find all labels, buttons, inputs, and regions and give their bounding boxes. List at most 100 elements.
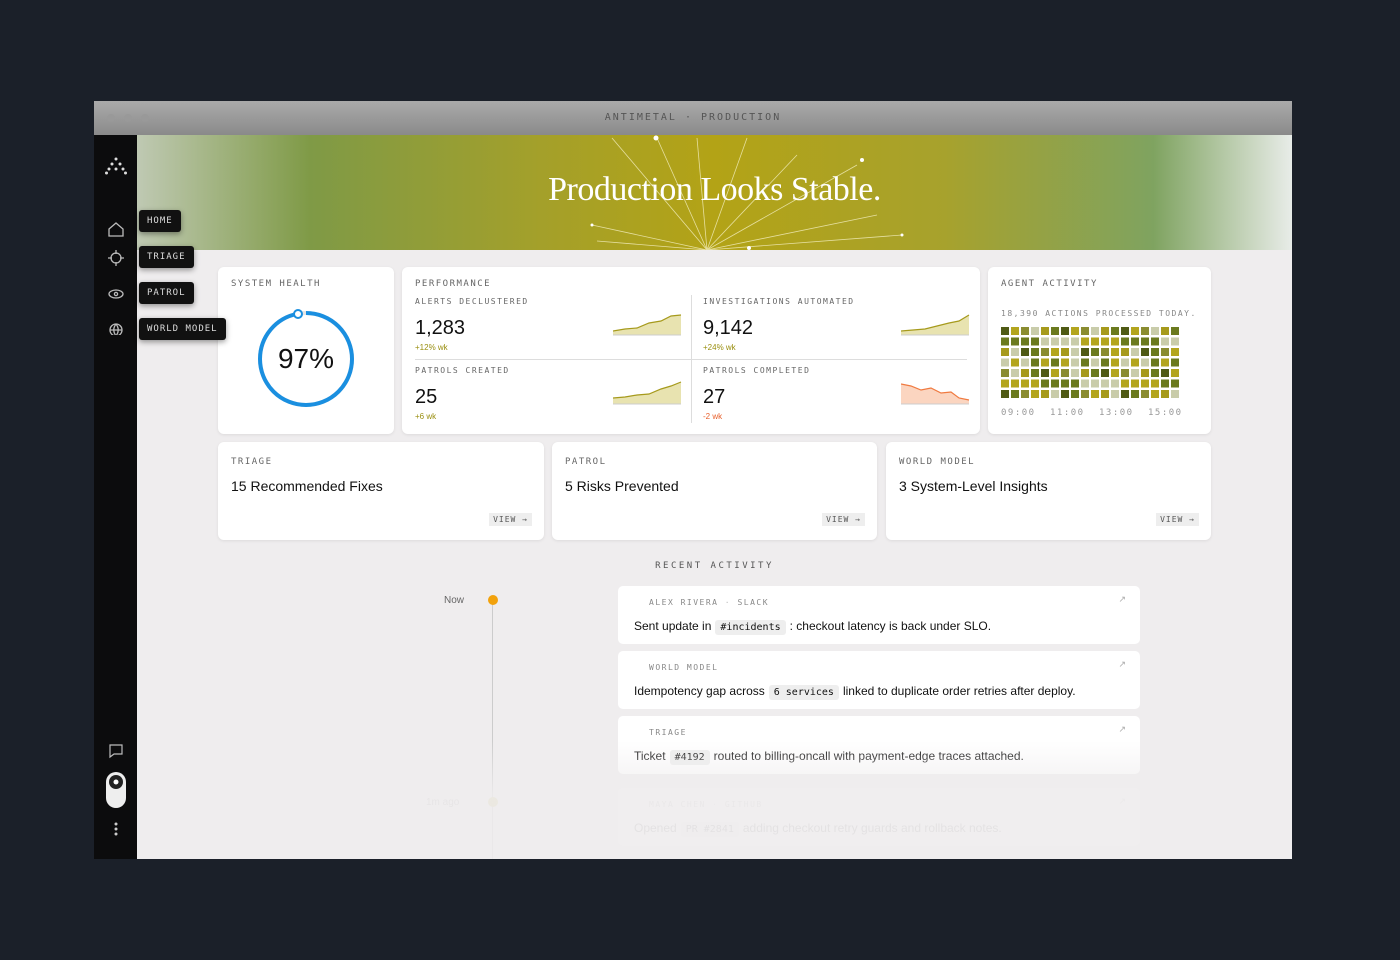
view-button[interactable]: VIEW → <box>489 513 532 526</box>
time-label: 13:00 <box>1099 408 1134 418</box>
heatmap-cell <box>1071 337 1079 346</box>
nav-tooltip[interactable]: TRIAGE <box>139 246 194 268</box>
heatmap-cell <box>1001 369 1009 377</box>
heatmap-cell <box>1131 390 1139 398</box>
heatmap-cell <box>1071 369 1079 377</box>
heatmap-cell <box>1161 358 1169 367</box>
metric-label: ALERTS DECLUSTERED <box>415 297 529 306</box>
heatmap-cell <box>1011 369 1019 377</box>
open-icon: ↗ <box>1118 724 1126 734</box>
timeline-line <box>492 600 493 859</box>
heatmap-cell <box>1091 337 1099 346</box>
heatmap-cell <box>1021 369 1029 377</box>
heatmap-cell <box>1151 337 1159 346</box>
view-button[interactable]: VIEW → <box>822 513 865 526</box>
heatmap-cell <box>1131 358 1139 367</box>
agent-activity-card: AGENT ACTIVITY 18,390 ACTIONS PROCESSED … <box>988 267 1211 434</box>
view-button[interactable]: VIEW → <box>1156 513 1199 526</box>
time-label: 09:00 <box>1001 408 1036 418</box>
summary-card: TRIAGE 15 Recommended Fixes VIEW → <box>218 442 544 540</box>
heatmap-cell <box>1051 390 1059 398</box>
heatmap-cell <box>1031 369 1039 377</box>
heatmap-cell <box>1011 358 1019 367</box>
code-chip: 6 services <box>768 685 839 700</box>
heatmap-cell <box>1101 358 1109 367</box>
heatmap-cell <box>1171 390 1179 398</box>
hero-title: Production Looks Stable. <box>548 171 881 208</box>
section-title: RECENT ACTIVITY <box>655 561 774 571</box>
hero-rays <box>590 135 904 250</box>
heatmap-cell <box>1071 390 1079 398</box>
heatmap-cell <box>1081 358 1089 367</box>
heatmap-cell <box>1111 337 1119 346</box>
heatmap-cell <box>1111 327 1119 335</box>
nav-tooltip[interactable]: PATROL <box>139 282 194 304</box>
view-label[interactable]: VIEW <box>826 515 850 524</box>
sidebar-footer[interactable] <box>94 740 137 840</box>
card-label: AGENT ACTIVITY <box>1001 279 1098 289</box>
metric-value: 1,283 <box>415 317 466 339</box>
view-label[interactable]: VIEW <box>493 515 517 524</box>
source-name: WORLD MODEL <box>649 663 719 672</box>
app-window: ANTIMETAL · PRODUCTION Production Looks … <box>94 101 1292 859</box>
view-label[interactable]: VIEW <box>1160 515 1184 524</box>
heatmap-cell <box>1011 390 1019 398</box>
window-controls[interactable] <box>104 111 154 125</box>
heatmap-cell <box>1011 379 1019 388</box>
heatmap-cell <box>1051 369 1059 377</box>
nav-tooltip[interactable]: HOME <box>139 210 181 232</box>
heatmap-cell <box>1141 337 1149 346</box>
heatmap-cell <box>1071 348 1079 356</box>
heatmap-cell <box>1161 327 1169 335</box>
heatmap-cell <box>1141 390 1149 398</box>
heatmap-cell <box>1171 379 1179 388</box>
logo <box>105 157 127 175</box>
heatmap-cell <box>1021 327 1029 335</box>
heatmap-cell <box>1001 337 1009 346</box>
card-label: TRIAGE <box>231 457 273 467</box>
heatmap-cell <box>1081 337 1089 346</box>
heatmap-cell <box>1061 369 1069 377</box>
heatmap-cell <box>1021 348 1029 356</box>
summary-card: PATROL 5 Risks Prevented VIEW → <box>552 442 877 540</box>
heatmap-cell <box>1161 348 1169 356</box>
heatmap-cell <box>1131 327 1139 335</box>
heatmap-cell <box>1091 327 1099 335</box>
activity-source: ALEX RIVERA · SLACK <box>649 598 769 607</box>
heatmap-cell <box>1051 379 1059 388</box>
metric-label: PATROLS COMPLETED <box>703 366 811 375</box>
heatmap-cell <box>1101 379 1109 388</box>
heatmap-cell <box>1141 379 1149 388</box>
heatmap-cell <box>1131 379 1139 388</box>
heatmap-cell <box>1001 348 1009 356</box>
heatmap-cell <box>1031 337 1039 346</box>
window-title: ANTIMETAL · PRODUCTION <box>604 112 782 123</box>
heatmap-cell <box>1171 348 1179 356</box>
heatmap-cell <box>1151 348 1159 356</box>
heatmap-cell <box>1111 379 1119 388</box>
heatmap-cell <box>1101 327 1109 335</box>
heatmap-cell <box>1061 348 1069 356</box>
summary-card: WORLD MODEL 3 System-Level Insights VIEW → <box>886 442 1211 540</box>
card-label: PATROL <box>565 457 607 467</box>
title-bar: ANTIMETAL · PRODUCTION <box>94 101 1292 135</box>
heatmap-cell <box>1121 390 1129 398</box>
heatmap-cell <box>1041 358 1049 367</box>
nav-icons[interactable] <box>94 205 137 335</box>
heatmap-cell <box>1101 369 1109 377</box>
heatmap-cell <box>1041 390 1049 398</box>
activity-text: Sent update in #incidents: checkout laten… <box>634 619 991 635</box>
timeline-dot <box>488 595 498 605</box>
heatmap-cell <box>1091 390 1099 398</box>
nav-tooltip[interactable]: WORLD MODEL <box>139 318 226 340</box>
heatmap-cell <box>1111 369 1119 377</box>
heatmap-cell <box>1091 379 1099 388</box>
heatmap-cell <box>1101 390 1109 398</box>
source-name: ALEX RIVERA <box>649 598 719 607</box>
heatmap-cell <box>1171 327 1179 335</box>
metric-label: PATROLS CREATED <box>415 366 510 375</box>
heatmap-cell <box>1151 369 1159 377</box>
card-title: 15 Recommended Fixes <box>231 478 383 494</box>
heatmap-cell <box>1051 337 1059 346</box>
